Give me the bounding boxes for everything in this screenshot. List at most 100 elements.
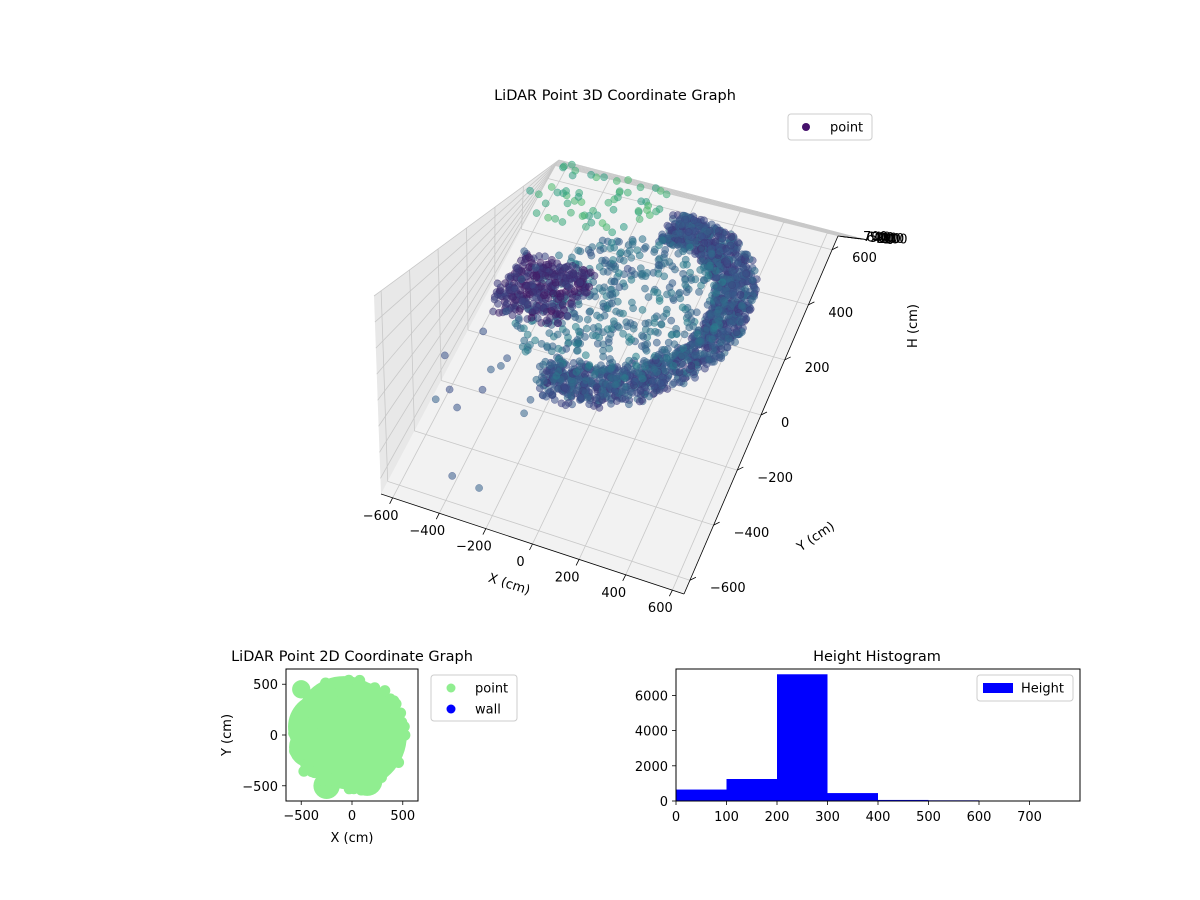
point-3d: [670, 340, 679, 349]
x-tick-mark-3d: [435, 513, 440, 520]
gridline-z-left: [379, 164, 557, 453]
point-3d: [511, 284, 519, 293]
point-2d: [396, 728, 408, 740]
point-3d: [742, 250, 750, 259]
gridline-y-wall: [437, 248, 442, 381]
point-3d: [632, 352, 640, 361]
point-3d: [497, 362, 505, 370]
point-3d: [520, 247, 529, 256]
x-tick-label-2d: 500: [390, 809, 415, 824]
histogram-bar: [676, 789, 727, 801]
point-3d: [748, 296, 756, 305]
point-3d: [453, 403, 461, 412]
point-3d: [632, 361, 640, 369]
point-3d: [638, 374, 647, 383]
point-3d: [603, 325, 612, 334]
point-3d: [667, 289, 676, 297]
point-cluster-2d: [292, 680, 311, 699]
point-3d: [593, 211, 602, 220]
point-3d: [606, 355, 614, 363]
point-3d: [572, 368, 581, 376]
point-3d: [551, 278, 560, 287]
point-3d: [646, 327, 655, 336]
point-3d: [616, 249, 624, 258]
point-3d: [654, 350, 663, 359]
point-3d: [561, 401, 570, 410]
x-tick-label-3d: −200: [456, 540, 492, 555]
point-3d: [660, 345, 669, 354]
point-3d: [539, 391, 547, 400]
point-3d: [685, 323, 694, 332]
point-3d: [642, 358, 651, 367]
point-3d: [556, 310, 564, 319]
point-3d: [606, 365, 615, 373]
z-tick-label-3d: 400: [873, 231, 898, 246]
point-3d: [733, 272, 741, 281]
point-3d: [587, 170, 595, 179]
point-3d: [715, 247, 724, 256]
x-tick-label-histogram: 600: [967, 810, 992, 825]
points-2d: [288, 674, 411, 799]
point-3d: [522, 281, 531, 290]
point-3d: [641, 341, 649, 349]
y-tick-label-3d: 400: [828, 306, 853, 321]
point-3d: [638, 235, 647, 243]
point-2d: [389, 750, 401, 762]
point-3d: [697, 281, 705, 290]
point-3d: [479, 327, 488, 336]
point-3d: [680, 330, 689, 339]
point-3d: [719, 296, 728, 305]
point-3d: [586, 248, 595, 257]
y-tick-mark-3d: [808, 301, 815, 306]
x-tick-label-histogram: 300: [815, 810, 840, 825]
point-3d: [626, 388, 635, 396]
point-3d: [672, 324, 680, 333]
point-3d: [691, 275, 700, 284]
point-3d: [598, 386, 607, 394]
point-3d: [630, 321, 638, 329]
legend-label-height: Height: [1021, 682, 1064, 697]
y-tick-label-2d: 0: [270, 729, 278, 744]
point-3d: [562, 328, 571, 337]
points-3d: [431, 160, 761, 492]
point-3d: [603, 304, 612, 313]
plot-histogram: Height Histogram 0 100 200 300 400 500 600 7000…: [635, 649, 1081, 825]
point-3d: [448, 472, 457, 480]
point-3d: [708, 291, 716, 300]
y-tick-label-2d: 500: [253, 678, 278, 693]
point-3d: [547, 255, 556, 264]
point-3d: [636, 387, 645, 395]
histogram-bar: [878, 799, 929, 801]
point-3d: [629, 237, 637, 246]
point-3d: [548, 302, 557, 311]
gridline-z-left: [377, 162, 558, 401]
point-3d: [683, 260, 691, 269]
point-3d: [678, 351, 686, 360]
point-3d: [512, 268, 521, 277]
point-3d: [609, 205, 618, 214]
point-3d: [550, 396, 559, 404]
point-3d: [487, 365, 495, 374]
point-3d: [574, 339, 582, 348]
point-3d: [627, 253, 636, 262]
histogram-bar: [777, 674, 828, 801]
point-3d: [567, 208, 575, 217]
point-3d: [582, 324, 591, 333]
point-3d: [703, 227, 712, 236]
point-3d: [600, 173, 608, 182]
point-3d: [553, 330, 562, 339]
point-3d: [445, 385, 454, 394]
point-3d: [503, 354, 511, 363]
point-3d: [592, 393, 601, 402]
point-3d: [655, 241, 663, 250]
point-3d: [478, 385, 487, 394]
point-3d: [641, 284, 649, 293]
point-2d: [291, 719, 303, 731]
y-tick-label-histogram: 4000: [635, 725, 668, 740]
point-3d: [608, 228, 617, 237]
x-tick-label-histogram: 100: [714, 810, 739, 825]
point-2d: [356, 784, 368, 796]
gridline-y-wall: [521, 186, 524, 230]
legend-label-wall-2d: wall: [475, 703, 501, 718]
gridline-z-left: [378, 163, 557, 427]
